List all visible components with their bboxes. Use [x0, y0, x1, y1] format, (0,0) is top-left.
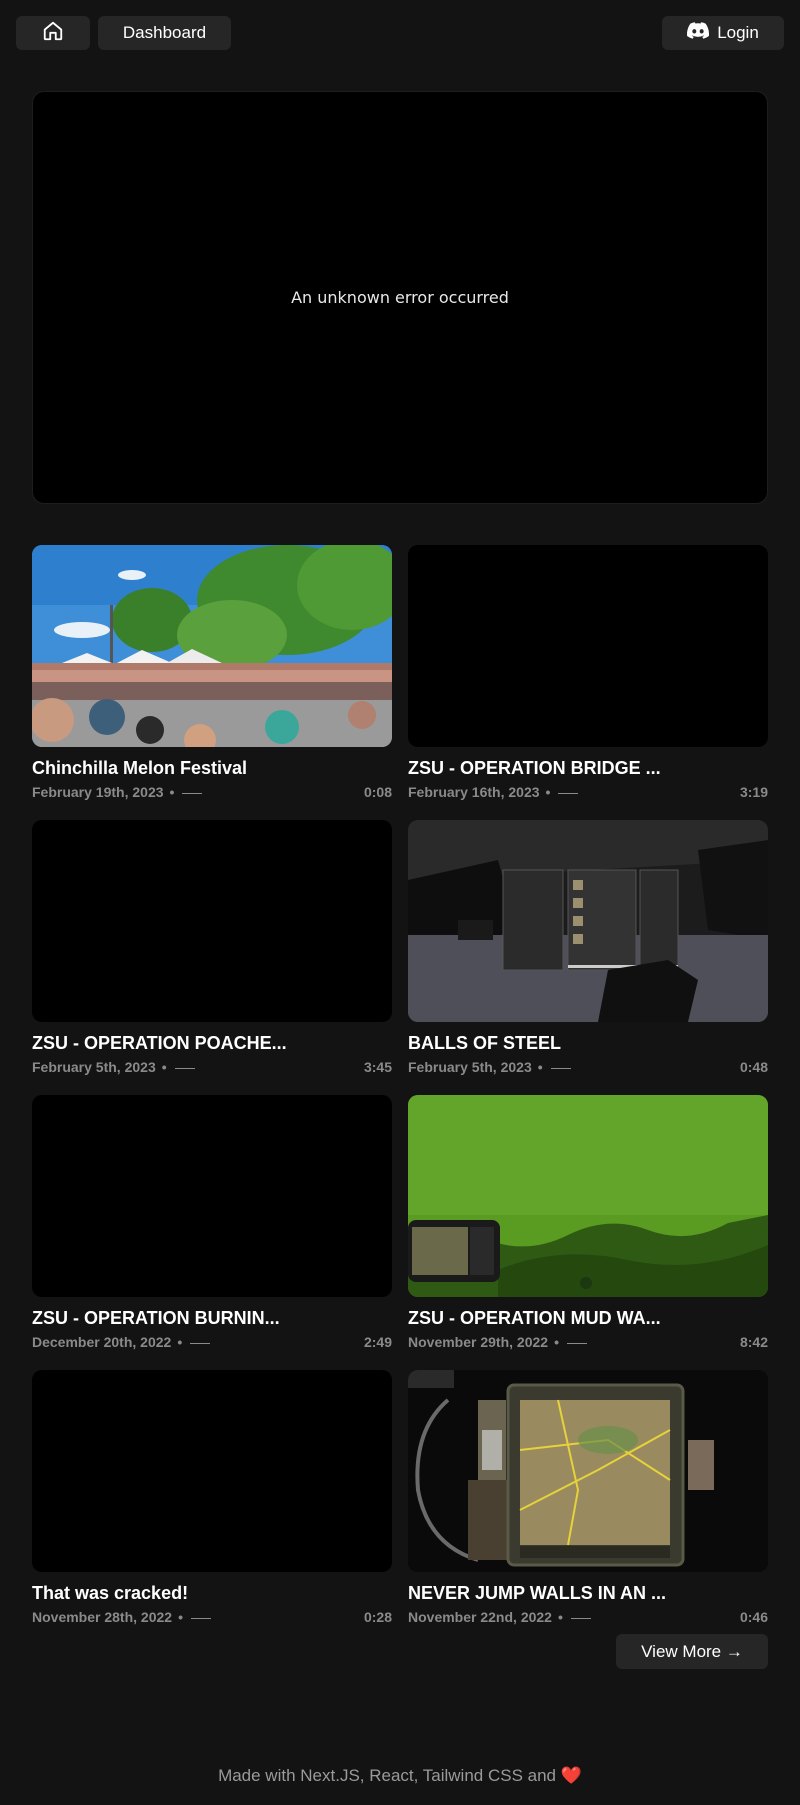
views-placeholder: [550, 1067, 571, 1069]
video-duration: 2:49: [363, 1334, 392, 1350]
view-more-button[interactable]: View More →: [616, 1634, 768, 1669]
video-title[interactable]: That was cracked!: [32, 1583, 189, 1603]
top-nav: Dashboard Login: [16, 16, 784, 50]
video-thumbnail[interactable]: [408, 1095, 768, 1297]
video-date: February 16th, 2023: [408, 784, 540, 800]
video-meta: November 29th, 2022 • 8:42: [408, 1334, 768, 1350]
video-card[interactable]: NEVER JUMP WALLS IN AN ... November 22nd…: [408, 1370, 768, 1630]
footer-text: Made with Next.JS, React, Tailwind CSS a…: [218, 1766, 557, 1785]
dashboard-button[interactable]: Dashboard: [98, 16, 231, 50]
video-meta: February 5th, 2023 • 3:45: [32, 1059, 392, 1075]
views-placeholder: [190, 1617, 211, 1619]
video-meta: November 22nd, 2022 • 0:46: [408, 1609, 768, 1625]
video-thumbnail[interactable]: [32, 820, 392, 1022]
video-meta: February 16th, 2023 • 3:19: [408, 784, 768, 800]
video-card[interactable]: That was cracked! November 28th, 2022 • 0…: [32, 1370, 392, 1630]
views-placeholder: [174, 1067, 195, 1069]
dashboard-label: Dashboard: [122, 23, 207, 42]
video-card[interactable]: Chinchilla Melon Festival February 19th,…: [32, 545, 392, 805]
login-label: Login: [717, 23, 759, 42]
video-date: February 5th, 2023: [32, 1059, 156, 1075]
video-title[interactable]: ZSU - OPERATION BRIDGE ...: [408, 758, 661, 778]
video-player[interactable]: An unknown error occurred: [32, 91, 768, 504]
video-thumbnail[interactable]: [32, 1370, 392, 1572]
video-card[interactable]: BALLS OF STEEL February 5th, 2023 • 0:48: [408, 820, 768, 1080]
view-more-label: View More →: [641, 1641, 743, 1661]
player-error-message: An unknown error occurred: [291, 288, 509, 307]
views-placeholder: [558, 792, 579, 794]
video-date: November 28th, 2022: [32, 1609, 173, 1625]
video-thumbnail[interactable]: [408, 820, 768, 1022]
video-date: February 5th, 2023: [408, 1059, 532, 1075]
video-meta: February 5th, 2023 • 0:48: [408, 1059, 768, 1075]
video-thumbnail[interactable]: [408, 545, 768, 747]
video-duration: 3:45: [363, 1059, 392, 1075]
video-card[interactable]: ZSU - OPERATION BURNIN... December 20th,…: [32, 1095, 392, 1355]
views-placeholder: [190, 1342, 211, 1344]
home-icon: [42, 20, 64, 47]
video-duration: 0:46: [739, 1609, 768, 1625]
video-title[interactable]: BALLS OF STEEL: [408, 1033, 561, 1053]
video-thumbnail[interactable]: [32, 545, 392, 747]
views-placeholder: [182, 792, 203, 794]
video-date: November 22nd, 2022: [408, 1609, 552, 1625]
video-title[interactable]: Chinchilla Melon Festival: [32, 758, 248, 778]
video-meta: December 20th, 2022 • 2:49: [32, 1334, 392, 1350]
discord-icon: [687, 22, 710, 44]
views-placeholder: [570, 1617, 591, 1619]
video-meta: November 28th, 2022 • 0:28: [32, 1609, 392, 1625]
video-card[interactable]: ZSU - OPERATION MUD WA... November 29th,…: [408, 1095, 768, 1355]
video-duration: 3:19: [739, 784, 768, 800]
video-card[interactable]: ZSU - OPERATION POACHE... February 5th, …: [32, 820, 392, 1080]
video-date: November 29th, 2022: [408, 1334, 549, 1350]
views-placeholder: [566, 1342, 587, 1344]
video-duration: 0:28: [363, 1609, 392, 1625]
video-date: December 20th, 2022: [32, 1334, 172, 1350]
video-duration: 0:08: [363, 784, 392, 800]
video-duration: 8:42: [739, 1334, 768, 1350]
video-title[interactable]: NEVER JUMP WALLS IN AN ...: [408, 1583, 667, 1603]
login-button[interactable]: Login: [662, 16, 784, 50]
video-title[interactable]: ZSU - OPERATION BURNIN...: [32, 1308, 280, 1328]
video-duration: 0:48: [739, 1059, 768, 1075]
video-date: February 19th, 2023: [32, 784, 164, 800]
footer: Made with Next.JS, React, Tailwind CSS a…: [0, 1766, 800, 1786]
video-title[interactable]: ZSU - OPERATION POACHE...: [32, 1033, 287, 1053]
video-thumbnail[interactable]: [408, 1370, 768, 1572]
heart-icon: ❤️: [560, 1766, 582, 1785]
video-meta: February 19th, 2023 • 0:08: [32, 784, 392, 800]
video-title[interactable]: ZSU - OPERATION MUD WA...: [408, 1308, 661, 1328]
home-button[interactable]: [16, 16, 90, 50]
video-thumbnail[interactable]: [32, 1095, 392, 1297]
video-card[interactable]: ZSU - OPERATION BRIDGE ... February 16th…: [408, 545, 768, 805]
